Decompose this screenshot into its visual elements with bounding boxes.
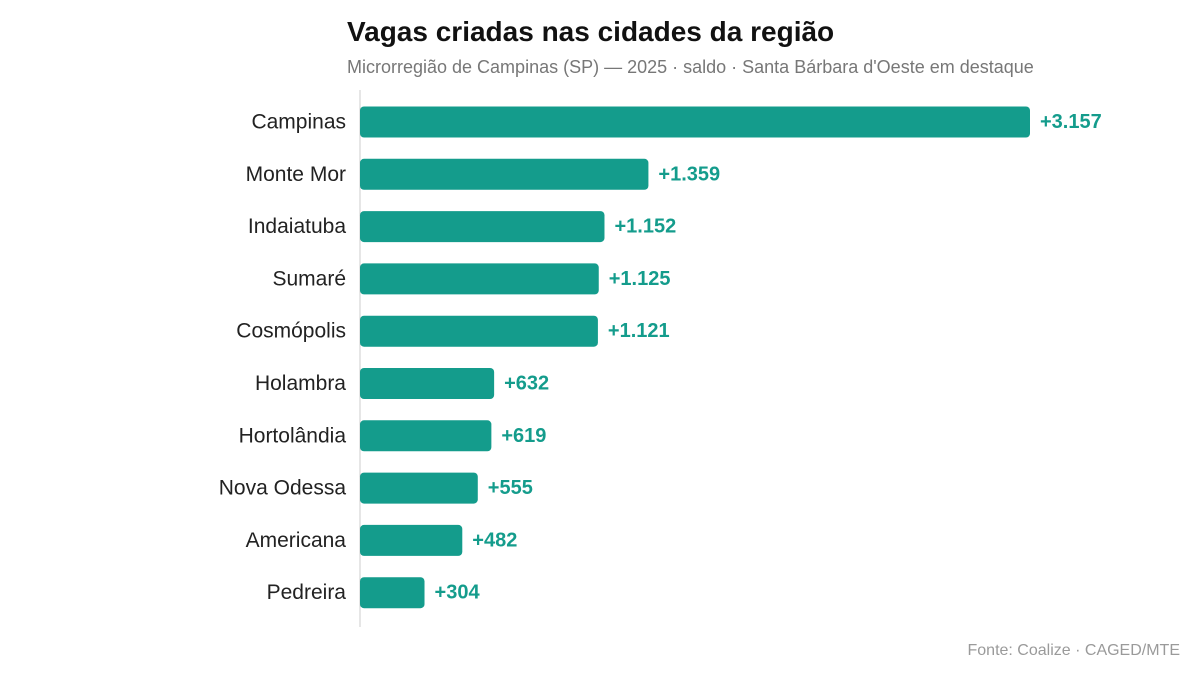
bar-row: Sumaré +1.125 <box>272 263 671 295</box>
category-label: Monte Mor <box>246 163 346 186</box>
bar <box>360 106 1030 138</box>
value-label: +1.152 <box>614 216 676 238</box>
category-label: Campinas <box>251 111 346 134</box>
category-label: Sumaré <box>272 267 346 290</box>
category-label: Nova Odessa <box>219 477 347 500</box>
category-label: Cosmópolis <box>236 320 346 343</box>
bar-row: Cosmópolis +1.121 <box>236 315 670 347</box>
bar-row: Americana +482 <box>246 524 517 556</box>
bar <box>360 420 492 452</box>
value-label: +482 <box>472 529 517 551</box>
bar <box>360 577 425 609</box>
bar <box>360 158 649 190</box>
bar-rows: Campinas +3.157 Monte Mor +1.359 Indaiatuba +… <box>219 106 1102 609</box>
category-label: Hortolândia <box>239 424 347 447</box>
category-label: Holambra <box>255 372 346 395</box>
bar-row: Hortolândia +619 <box>239 420 546 452</box>
bar <box>360 211 605 243</box>
value-label: +1.359 <box>658 163 720 185</box>
value-label: +304 <box>435 582 481 604</box>
bar <box>360 524 463 556</box>
category-label: Americana <box>246 529 347 552</box>
value-label: +632 <box>504 373 549 395</box>
chart-title: Vagas criadas nas cidades da região <box>347 16 835 47</box>
bar <box>360 368 495 399</box>
value-label: +619 <box>501 425 546 447</box>
bar <box>360 472 478 504</box>
chart-subtitle: Microrregião de Campinas (SP) — 2025 · s… <box>347 57 1034 77</box>
bar <box>360 263 599 295</box>
bar <box>360 315 598 347</box>
bar-row: Monte Mor +1.359 <box>246 158 720 190</box>
category-label: Pedreira <box>267 581 347 604</box>
category-label: Indaiatuba <box>248 215 346 238</box>
value-label: +1.121 <box>608 320 670 342</box>
bar-row: Holambra +632 <box>255 368 549 399</box>
bar-row: Indaiatuba +1.152 <box>248 211 676 243</box>
bar-row: Campinas +3.157 <box>251 106 1102 138</box>
value-label: +1.125 <box>609 268 671 290</box>
bar-row: Nova Odessa +555 <box>219 472 533 504</box>
value-label: +3.157 <box>1040 111 1102 133</box>
value-label: +555 <box>488 477 533 499</box>
source-note: Fonte: Coalize · CAGED/MTE <box>967 642 1181 659</box>
bar-row: Pedreira +304 <box>267 577 481 609</box>
